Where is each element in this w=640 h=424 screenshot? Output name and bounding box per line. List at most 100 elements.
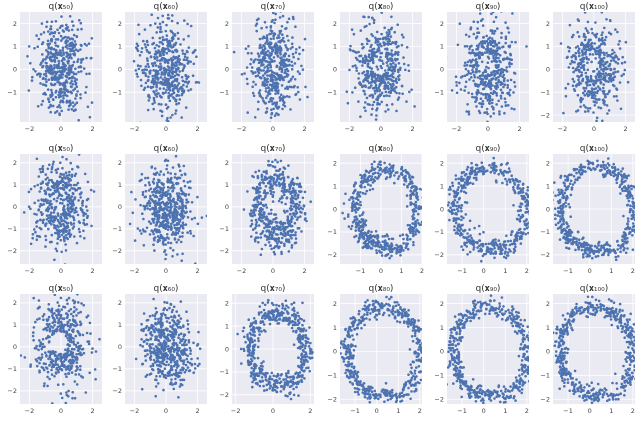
scatter-point (388, 256, 392, 260)
scatter-point (287, 54, 291, 58)
scatter-point (407, 64, 410, 67)
scatter-point (173, 97, 176, 100)
scatter-point (151, 217, 154, 221)
scatter-point (52, 67, 56, 70)
scatter-point (465, 63, 469, 67)
scatter-point (150, 229, 153, 232)
scatter-point (566, 45, 570, 49)
scatter-point (145, 39, 149, 43)
scatter-point (492, 54, 495, 58)
scatter-point (389, 35, 393, 38)
scatter-point (381, 37, 385, 41)
scatter-point (167, 77, 170, 81)
scatter-point (365, 189, 369, 193)
scatter-point (601, 31, 604, 34)
scatter-point (293, 84, 296, 88)
scatter-point (48, 178, 51, 182)
scatter-point (380, 91, 384, 95)
scatter-point (182, 58, 186, 61)
scatter-point (240, 73, 244, 76)
scatter-point (59, 175, 62, 179)
scatter-point (386, 48, 389, 51)
scatter-point (593, 104, 597, 107)
scatter-point (69, 90, 73, 94)
scatter-point (35, 225, 38, 228)
scatter-point (278, 16, 282, 19)
scatter-point (54, 111, 57, 114)
scatter-point (61, 202, 64, 205)
scatter-point (170, 222, 173, 226)
scatter-point (361, 175, 364, 178)
scatter-point (39, 82, 42, 85)
scatter-point (60, 72, 64, 76)
scatter-point (491, 84, 494, 87)
scatter-point (158, 59, 162, 62)
scatter-point (152, 232, 155, 236)
scatter-point (51, 72, 54, 76)
scatter-point (257, 100, 260, 104)
scatter-point (86, 209, 89, 212)
scatter-point (586, 61, 589, 65)
scatter-point (158, 173, 161, 176)
scatter-point (255, 224, 258, 228)
scatter-point (164, 216, 167, 220)
scatter-point (169, 29, 173, 33)
scatter-point (80, 59, 83, 62)
scatter-point (148, 201, 152, 205)
scatter-point (159, 62, 162, 66)
scatter-point (146, 59, 149, 62)
scatter-point (162, 192, 165, 195)
scatter-point (489, 115, 493, 118)
scatter-point (40, 103, 43, 106)
scatter-point (350, 224, 354, 228)
scatter-point (73, 187, 76, 191)
scatter-point (303, 37, 307, 41)
scatter-point (506, 27, 510, 30)
scatter-point (500, 105, 504, 108)
scatter-point (468, 47, 471, 51)
scatter-point (601, 119, 604, 122)
y-tick-label: 2 (225, 20, 229, 28)
scatter-point (300, 230, 303, 233)
scatter-point (597, 133, 600, 136)
scatter-point (291, 36, 294, 39)
scatter-point (258, 37, 262, 41)
scatter-point (513, 72, 517, 75)
scatter-point (48, 163, 51, 167)
scatter-point (496, 27, 499, 30)
scatter-point (181, 49, 184, 52)
scatter-point (286, 231, 290, 234)
scatter-point (134, 198, 137, 201)
scatter-point (391, 237, 395, 241)
scatter-point (404, 246, 408, 250)
scatter-point (58, 104, 61, 107)
scatter-point (189, 60, 192, 64)
scatter-point (193, 216, 196, 220)
scatter-point (157, 229, 161, 233)
scatter-point (346, 101, 350, 105)
scatter-point (54, 72, 58, 76)
scatter-point (596, 85, 600, 88)
scatter-point (84, 91, 87, 94)
scatter-point (498, 54, 502, 57)
scatter-point (395, 45, 399, 49)
scatter-point (90, 56, 93, 60)
scatter-point (262, 81, 265, 85)
scatter-point (354, 188, 357, 192)
scatter-point (33, 228, 36, 231)
scatter-point (159, 221, 163, 225)
scatter-point (375, 251, 379, 255)
scatter-point (607, 90, 611, 94)
scatter-point (54, 44, 58, 47)
scatter-point (387, 68, 390, 72)
scatter-point (484, 85, 487, 88)
y-tick-label: 2 (333, 20, 337, 28)
scatter-point (298, 72, 302, 75)
scatter-point (57, 96, 61, 99)
scatter-point (495, 94, 499, 97)
scatter-point (289, 47, 293, 50)
scatter-point (150, 165, 154, 168)
scatter-point (182, 179, 186, 183)
scatter-point (278, 74, 282, 77)
